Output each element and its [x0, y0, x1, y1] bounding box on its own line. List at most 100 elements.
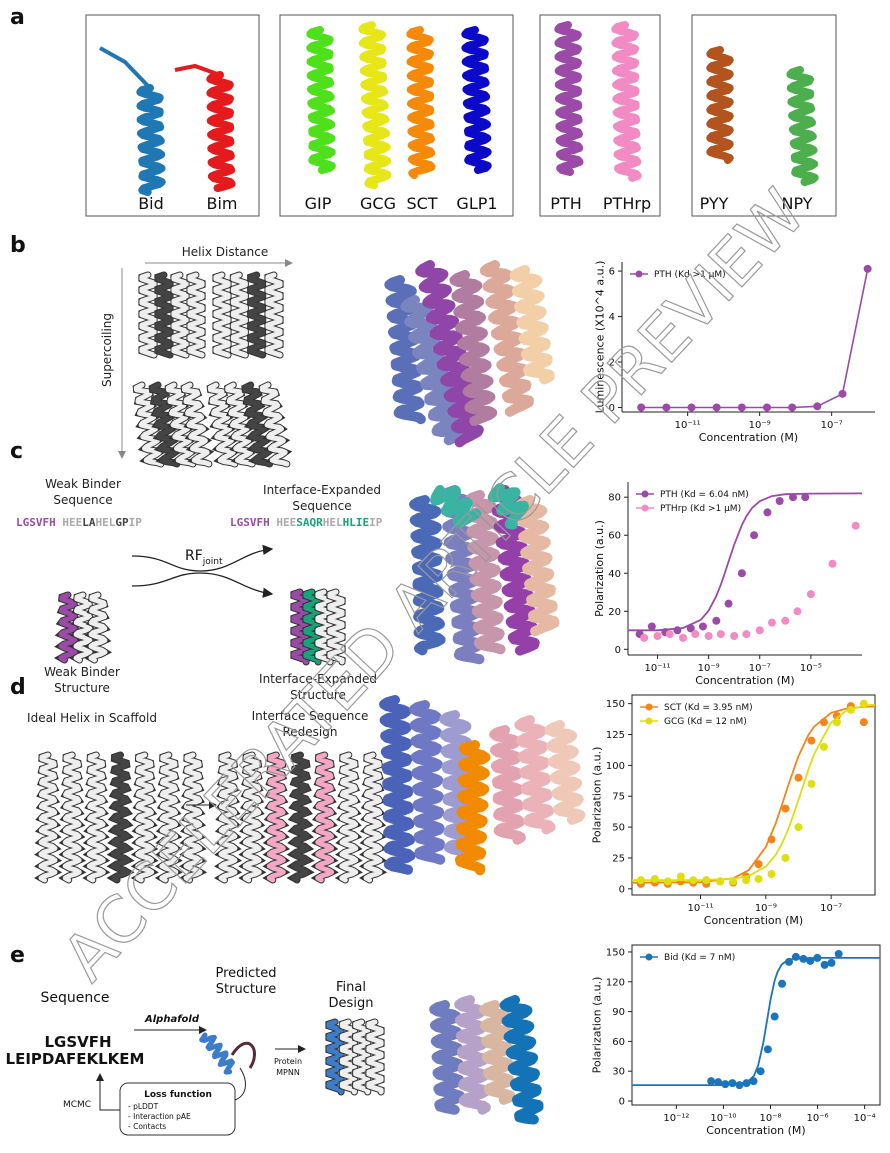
data-point: [691, 630, 700, 639]
plot-frame: [631, 694, 876, 896]
data-point: [737, 403, 746, 412]
x-tick-label: 10⁻¹²: [663, 1113, 689, 1124]
y-tick-label: 25: [612, 853, 625, 864]
helix: [406, 26, 436, 180]
caption: Sequence: [53, 493, 112, 507]
y-tick-label: 80: [608, 493, 621, 504]
data-point: [742, 876, 751, 885]
helix: [62, 752, 82, 883]
helix: [315, 752, 335, 883]
sequence: LEIPDAFEKLKEM: [6, 1050, 145, 1068]
data-point: [724, 599, 733, 608]
data-point: [801, 493, 810, 502]
data-point: [673, 626, 682, 635]
helix: [133, 382, 164, 467]
helix: [489, 725, 526, 845]
fit-curve: [628, 492, 863, 632]
tail: [174, 63, 221, 77]
x-tick-label: 10⁻⁶: [807, 1113, 829, 1124]
loop: [230, 1041, 256, 1069]
helix: [303, 589, 321, 665]
helix: [58, 592, 78, 663]
series-line: [641, 268, 869, 409]
y-tick-label: 0: [619, 884, 625, 895]
data-point: [698, 622, 707, 631]
fit-curve: [632, 957, 880, 1086]
peptide-name: Bid: [138, 194, 164, 213]
data-point: [702, 876, 711, 885]
x-tick-label: 10⁻⁷: [749, 663, 771, 674]
helix: [487, 483, 529, 530]
method-label: RFjoint: [185, 548, 223, 567]
helix: [199, 1032, 235, 1075]
data-point: [729, 877, 738, 886]
helix: [514, 495, 560, 637]
sequence-part: GP: [115, 516, 129, 529]
fit-curve: [631, 705, 876, 884]
caption: Ideal Helix in Scaffold: [27, 711, 157, 725]
data-point: [794, 773, 803, 782]
data-point: [819, 718, 828, 727]
helix: [384, 275, 426, 425]
data-point: [859, 699, 868, 708]
data-point: [650, 874, 659, 883]
helix: [139, 272, 157, 358]
data-point: [807, 779, 816, 788]
helix: [326, 1019, 344, 1095]
data-point: [662, 403, 671, 412]
sequence-part: LA: [82, 516, 96, 529]
sequence-part: HLIE: [343, 516, 370, 529]
helix: [339, 752, 359, 883]
helix: [165, 382, 196, 467]
caption: Interface Sequence: [252, 709, 369, 723]
legend-marker: [645, 717, 653, 725]
data-point: [716, 877, 725, 886]
loss-item: - pLDDT: [128, 1102, 159, 1111]
helix: [207, 382, 238, 467]
sequence: LGSVFH: [44, 1033, 111, 1051]
data-point: [763, 1045, 772, 1054]
x-axis-label: Concentration (M): [699, 431, 798, 444]
method-label: MPNN: [276, 1068, 300, 1077]
group-box: [279, 14, 514, 217]
caption: Weak Binder: [45, 477, 121, 491]
x-tick-label: 10⁻⁷: [820, 903, 842, 914]
x-tick-label: 10⁻⁸: [759, 1113, 781, 1124]
data-point: [763, 403, 772, 412]
peptide-name: GIP: [305, 194, 332, 213]
helix: [88, 592, 108, 663]
caption: Design: [329, 996, 374, 1011]
method-label: MCMC: [63, 1100, 91, 1110]
data-point: [707, 1077, 716, 1086]
y-tick-label: 50: [612, 823, 625, 834]
y-tick-label: 2: [609, 358, 615, 369]
illustrations: [34, 21, 819, 1125]
helix: [706, 46, 734, 164]
arrow-label: Supercoiling: [100, 313, 114, 387]
data-point: [806, 590, 815, 599]
helix: [306, 26, 336, 174]
arrow-label: Helix Distance: [182, 245, 268, 259]
data-point: [647, 622, 656, 631]
data-point: [742, 1079, 751, 1088]
legend-label: GCG (Kd = 12 nM): [664, 717, 747, 727]
helix: [159, 752, 179, 883]
y-tick-label: 75: [612, 792, 625, 803]
data-point: [767, 618, 776, 627]
data-point: [819, 742, 828, 751]
legend-marker: [641, 490, 649, 498]
helix: [455, 740, 491, 876]
data-point: [754, 860, 763, 869]
data-point: [789, 493, 798, 502]
data-point: [653, 631, 662, 640]
helix: [155, 272, 173, 358]
data-point: [716, 630, 725, 639]
legend-label: PTH (Kd = 6.04 nM): [660, 490, 749, 500]
plot-frame: [631, 944, 881, 1106]
helix: [136, 84, 166, 197]
helix: [218, 752, 238, 883]
sequence-part: IP: [129, 516, 143, 529]
helix: [544, 720, 586, 825]
y-tick-label: 30: [612, 1067, 625, 1078]
data-point: [770, 1012, 779, 1021]
